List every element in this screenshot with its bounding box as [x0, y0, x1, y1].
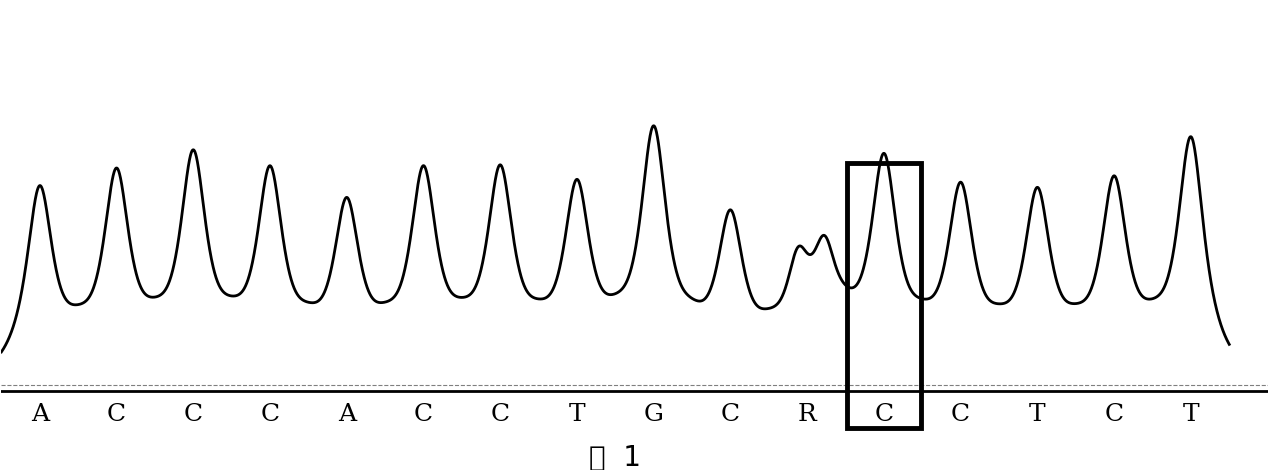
- Text: C: C: [260, 403, 279, 426]
- Text: C: C: [491, 403, 510, 426]
- Text: G: G: [643, 403, 664, 426]
- Text: C: C: [414, 403, 433, 426]
- Text: T: T: [1029, 403, 1046, 426]
- Text: C: C: [107, 403, 126, 426]
- Text: 图  1: 图 1: [589, 444, 641, 470]
- Text: T: T: [1183, 403, 1199, 426]
- Text: R: R: [798, 403, 816, 426]
- Text: C: C: [184, 403, 203, 426]
- Text: T: T: [569, 403, 585, 426]
- Text: C: C: [950, 403, 971, 426]
- Text: C: C: [721, 403, 740, 426]
- Text: A: A: [30, 403, 48, 426]
- Text: A: A: [338, 403, 355, 426]
- Bar: [848, 163, 921, 428]
- Text: C: C: [1104, 403, 1123, 426]
- Text: C: C: [874, 403, 893, 426]
